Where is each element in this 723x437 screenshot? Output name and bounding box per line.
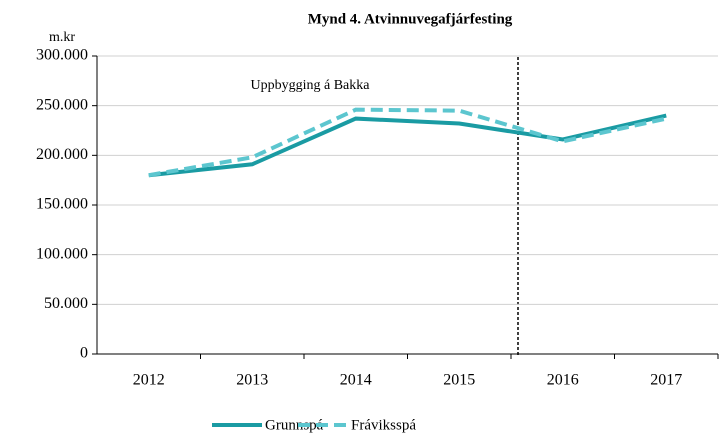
annotation: Uppbygging á Bakka <box>251 78 371 93</box>
series-line <box>148 113 667 178</box>
y-tick-label: 150.000 <box>36 196 88 213</box>
y-tick-label: 0 <box>80 345 88 362</box>
x-tick-label: 2013 <box>236 372 268 389</box>
x-tick-label: 2015 <box>443 372 475 389</box>
y-tick-label: 100.000 <box>36 245 88 262</box>
y-axis-label: m.kr <box>49 30 75 45</box>
chart-title: Mynd 4. Atvinnuvegafjárfesting <box>308 11 513 27</box>
legend-label: Fráviksspá <box>351 417 416 433</box>
x-tick-label: 2012 <box>133 372 165 389</box>
legend-label: Grunnspá <box>265 417 324 433</box>
y-tick-label: 200.000 <box>36 146 88 163</box>
x-tick-label: 2016 <box>547 372 579 389</box>
x-tick-label: 2014 <box>340 372 372 389</box>
y-tick-label: 50.000 <box>44 295 88 312</box>
series-line <box>148 107 667 178</box>
y-tick-label: 250.000 <box>36 96 88 113</box>
y-tick-label: 300.000 <box>36 47 88 64</box>
x-tick-label: 2017 <box>650 372 682 389</box>
